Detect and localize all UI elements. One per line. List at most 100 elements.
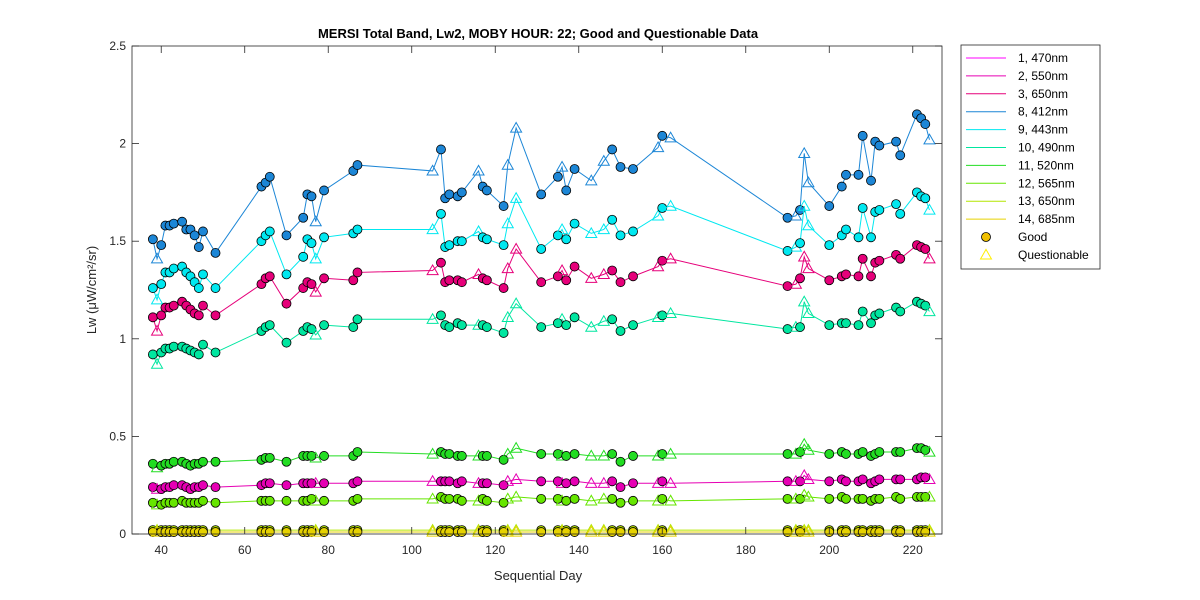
legend-item: 3, 650nm bbox=[966, 87, 1068, 101]
data-point-good bbox=[569, 218, 580, 229]
data-point-questionable bbox=[309, 451, 323, 463]
data-point-good bbox=[352, 493, 363, 504]
x-tick-label: 180 bbox=[736, 543, 756, 557]
data-point-good bbox=[168, 456, 179, 467]
legend-label: 11, 520nm bbox=[1018, 158, 1074, 172]
data-point-good bbox=[536, 244, 547, 254]
data-point-good bbox=[824, 201, 835, 211]
legend-label: 1, 470nm bbox=[1018, 51, 1068, 65]
data-point-good bbox=[319, 320, 329, 331]
axes-layer: 40 60 80 100 120 140 160 180 200 220 0 0.5 1 1.5 2 2.5 bbox=[109, 39, 943, 557]
data-point-good bbox=[628, 451, 638, 461]
data-point-good bbox=[569, 476, 580, 487]
data-point-questionable bbox=[664, 199, 677, 211]
data-point-questionable bbox=[426, 447, 439, 459]
data-point-good bbox=[895, 208, 906, 219]
data-point-questionable bbox=[651, 209, 665, 221]
data-point-good bbox=[874, 527, 885, 537]
data-point-questionable bbox=[651, 140, 665, 153]
data-point-good bbox=[615, 527, 626, 537]
data-point-good bbox=[628, 226, 638, 237]
data-point-good bbox=[498, 240, 509, 251]
data-point-good bbox=[156, 279, 167, 290]
data-point-questionable bbox=[797, 250, 811, 262]
data-point-good bbox=[824, 449, 835, 459]
data-point-good bbox=[853, 320, 864, 331]
data-point-good bbox=[615, 482, 626, 493]
series-11-520nm bbox=[147, 437, 936, 473]
data-point-good bbox=[481, 185, 492, 196]
data-point-good bbox=[628, 495, 638, 506]
data-point-good bbox=[628, 271, 638, 282]
data-point-good bbox=[615, 326, 626, 336]
data-point-good bbox=[193, 283, 204, 293]
series-layer bbox=[147, 109, 936, 537]
data-point-questionable bbox=[426, 222, 439, 235]
x-tick-label: 160 bbox=[652, 543, 672, 557]
data-point-good bbox=[615, 230, 626, 241]
data-point-good bbox=[352, 447, 363, 457]
data-point-good bbox=[444, 189, 455, 200]
data-point-good bbox=[481, 451, 492, 461]
data-point-good bbox=[795, 322, 805, 332]
data-point-good bbox=[147, 312, 158, 323]
data-point-good bbox=[348, 322, 359, 332]
data-point-questionable bbox=[797, 295, 811, 307]
data-point-questionable bbox=[597, 492, 611, 504]
data-point-questionable bbox=[309, 215, 323, 227]
data-point-questionable bbox=[664, 525, 677, 537]
x-tick-label: 120 bbox=[485, 543, 505, 557]
data-point-good bbox=[198, 339, 208, 350]
data-point-questionable bbox=[426, 474, 439, 486]
data-point-questionable bbox=[802, 262, 815, 274]
data-point-good bbox=[841, 493, 851, 504]
data-point-good bbox=[874, 474, 885, 485]
data-point-good bbox=[444, 449, 455, 459]
data-point-questionable bbox=[597, 154, 611, 166]
data-point-good bbox=[481, 478, 492, 489]
data-point-questionable bbox=[426, 525, 439, 537]
data-point-good bbox=[895, 253, 906, 264]
data-point-good bbox=[891, 136, 901, 147]
data-point-good bbox=[561, 495, 572, 506]
data-point-good bbox=[782, 449, 793, 459]
data-point-questionable bbox=[923, 472, 936, 484]
data-point-questionable bbox=[426, 312, 439, 324]
data-point-good bbox=[569, 527, 580, 537]
data-point-questionable bbox=[664, 306, 677, 319]
data-point-good bbox=[168, 263, 179, 274]
data-point-questionable bbox=[509, 297, 523, 309]
data-point-questionable bbox=[426, 263, 439, 276]
data-point-good bbox=[841, 169, 851, 180]
data-point-questionable bbox=[597, 449, 611, 461]
data-point-questionable bbox=[509, 441, 523, 453]
y-axis-label: Lw (μW/cm²/sr) bbox=[84, 246, 99, 334]
data-point-questionable bbox=[501, 158, 515, 170]
data-point-good bbox=[319, 527, 329, 537]
data-point-good bbox=[561, 275, 572, 286]
data-point-good bbox=[857, 203, 868, 213]
data-point-questionable bbox=[584, 476, 598, 488]
data-point-good bbox=[498, 283, 509, 293]
data-point-good bbox=[281, 337, 292, 348]
data-point-questionable bbox=[501, 474, 515, 486]
data-point-good bbox=[874, 308, 885, 319]
data-point-good bbox=[607, 144, 618, 155]
x-tick-label: 40 bbox=[155, 543, 169, 557]
data-point-good bbox=[536, 493, 547, 504]
data-point-questionable bbox=[923, 203, 936, 215]
data-point-good bbox=[481, 275, 492, 286]
data-point-good bbox=[264, 478, 275, 489]
legend-item: Questionable bbox=[979, 248, 1089, 262]
data-point-questionable bbox=[501, 447, 515, 459]
legend-label: 9, 443nm bbox=[1018, 123, 1068, 137]
data-point-good bbox=[782, 324, 793, 334]
data-point-good bbox=[841, 224, 851, 235]
data-point-good bbox=[456, 187, 467, 198]
data-point-good bbox=[866, 232, 876, 243]
series-12-565nm bbox=[147, 488, 936, 510]
legend-label: 3, 650nm bbox=[1018, 87, 1068, 101]
data-point-good bbox=[456, 451, 467, 461]
data-point-good bbox=[352, 314, 363, 325]
